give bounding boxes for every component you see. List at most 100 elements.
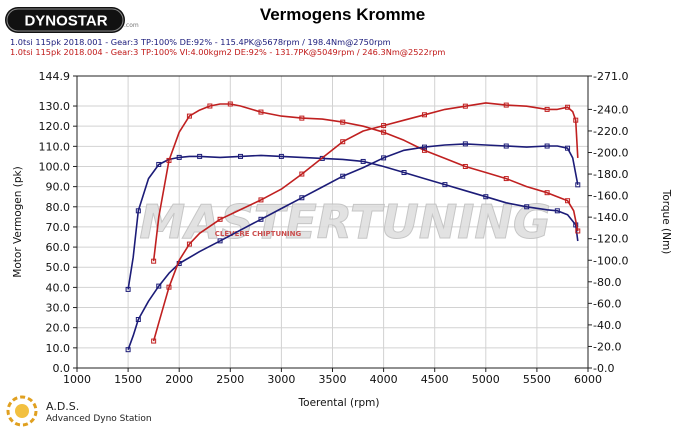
y-right-tick-label: -100.0	[593, 254, 628, 267]
y-right-tick-label: -200.0	[593, 147, 628, 160]
x-tick-label: 6000	[574, 373, 602, 386]
series-4-torque-line	[152, 102, 579, 342]
x-tick-label: 4500	[421, 373, 449, 386]
series-1-power-point	[524, 204, 530, 210]
y-right-tick-label: -80.0	[593, 276, 621, 289]
y-left-tick-label: 70.0	[46, 221, 71, 234]
y-axis-label-left: Motor Vermogen (pk)	[12, 166, 24, 277]
series-3-torque-point	[156, 283, 162, 289]
x-tick-label: 3000	[267, 373, 295, 386]
series-3-torque-point	[462, 141, 468, 147]
series-4-torque-point	[258, 197, 264, 203]
series-1-power-point	[135, 208, 141, 214]
series-1-power-point	[278, 153, 284, 159]
series-4-torque-point	[503, 102, 509, 108]
series-1-power-point	[176, 154, 182, 160]
y-left-tick-label: 80.0	[46, 201, 71, 214]
series-3-torque-point	[217, 238, 223, 244]
x-tick-label: 4000	[370, 373, 398, 386]
series-2-power-point	[462, 163, 468, 169]
x-tick-label: 3500	[319, 373, 347, 386]
x-tick-label: 1500	[114, 373, 142, 386]
series-1-power-point	[197, 153, 203, 159]
y-left-tick-label: 100.0	[39, 160, 71, 173]
series-1-power-point	[442, 182, 448, 188]
series-2-power-point	[207, 103, 213, 109]
series-layer	[125, 101, 581, 353]
series-2-power-point	[166, 157, 172, 163]
series-4-torque-point	[217, 216, 223, 222]
series-1-power-point	[319, 155, 325, 161]
y-right-tick-label: -180.0	[593, 168, 628, 181]
dynostar-logo: DYNOSTAR	[5, 7, 125, 33]
series-4-torque-point	[381, 123, 387, 129]
footer-brand: A.D.S.	[46, 400, 80, 413]
series-1-power-point	[554, 208, 560, 214]
y-left-tick-label: 20.0	[46, 322, 71, 335]
y-right-tick-label: -60.0	[593, 297, 621, 310]
series-2-power-point	[258, 109, 264, 115]
series-3-torque-point	[258, 216, 264, 222]
run-1-info: 1.0tsi 115pk 2018.001 - Gear:3 TP:100% D…	[10, 37, 391, 47]
y-left-tick-label: 40.0	[46, 281, 71, 294]
series-3-torque-point	[381, 155, 387, 161]
series-4-torque-point	[573, 117, 579, 123]
y-right-tick-label: -120.0	[593, 233, 628, 246]
series-1-power-point	[360, 158, 366, 164]
watermark-subtext: CLEVERE CHIPTUNING	[215, 230, 302, 238]
logo-text: DYNOSTAR	[24, 13, 107, 30]
y-right-tick-label: -0.0	[593, 362, 614, 375]
chart-title: Vermogens Kromme	[259, 5, 426, 24]
y-left-tick-label: 0.0	[53, 362, 71, 375]
series-1-power-point	[238, 153, 244, 159]
series-3-torque-point	[299, 195, 305, 201]
y-left-tick-label: 90.0	[46, 181, 71, 194]
watermark-text: MASTERTUNING	[139, 195, 550, 249]
run-2-info: 1.0tsi 115pk 2018.004 - Gear:3 TP:100% V…	[10, 47, 446, 57]
series-2-power-point	[381, 129, 387, 135]
series-3-torque-point	[421, 144, 427, 150]
y-right-tick-label: -160.0	[593, 190, 628, 203]
x-tick-label: 5000	[472, 373, 500, 386]
series-1-power-point	[401, 170, 407, 176]
series-3-torque-point	[503, 143, 509, 149]
mastertuning-watermark: MASTERTUNING CLEVERE CHIPTUNING	[139, 195, 551, 250]
ticks-layer: 1000 1500 2000 2500 3000 3500 4000 4500 5000 5500…	[39, 70, 629, 386]
y-left-tick-label: 10.0	[46, 342, 71, 355]
x-axis-label: Toerental (rpm)	[298, 397, 380, 409]
series-2-power-point	[340, 119, 346, 125]
logo-suffix: .com	[124, 22, 139, 29]
series-3-torque-point	[565, 145, 571, 151]
series-3-torque-line	[127, 143, 579, 350]
y-left-tick-label: 144.9	[39, 70, 71, 83]
series-4-torque-point	[565, 104, 571, 110]
series-4-torque-point	[151, 338, 157, 344]
series-2-power-point	[575, 228, 581, 234]
y-axis-label-right: Torque (Nm)	[660, 189, 672, 255]
series-4-torque-point	[544, 106, 550, 112]
series-1-power-point	[483, 194, 489, 200]
footer-subtitle: Advanced Dyno Station	[46, 414, 152, 424]
series-4-torque-point	[299, 171, 305, 177]
ads-logo-icon	[6, 395, 38, 427]
series-2-power-point	[503, 176, 509, 182]
y-left-tick-label: 110.0	[39, 140, 71, 153]
series-2-power-point	[186, 113, 192, 119]
series-3-torque-point	[135, 317, 141, 323]
y-left-tick-label: 60.0	[46, 241, 71, 254]
series-4-torque-point	[166, 284, 172, 290]
series-2-power-point	[421, 147, 427, 153]
series-2-power-point	[151, 258, 157, 264]
series-4-torque-point	[462, 103, 468, 109]
y-left-tick-label: 50.0	[46, 261, 71, 274]
x-tick-label: 2000	[165, 373, 193, 386]
x-tick-label: 2500	[216, 373, 244, 386]
y-left-tick-label: 130.0	[39, 100, 71, 113]
y-right-tick-label: -271.0	[593, 70, 628, 83]
y-left-tick-label: 30.0	[46, 302, 71, 315]
x-tick-label: 5500	[523, 373, 551, 386]
series-4-torque-point	[186, 241, 192, 247]
y-right-tick-label: -40.0	[593, 319, 621, 332]
y-right-tick-label: -20.0	[593, 340, 621, 353]
